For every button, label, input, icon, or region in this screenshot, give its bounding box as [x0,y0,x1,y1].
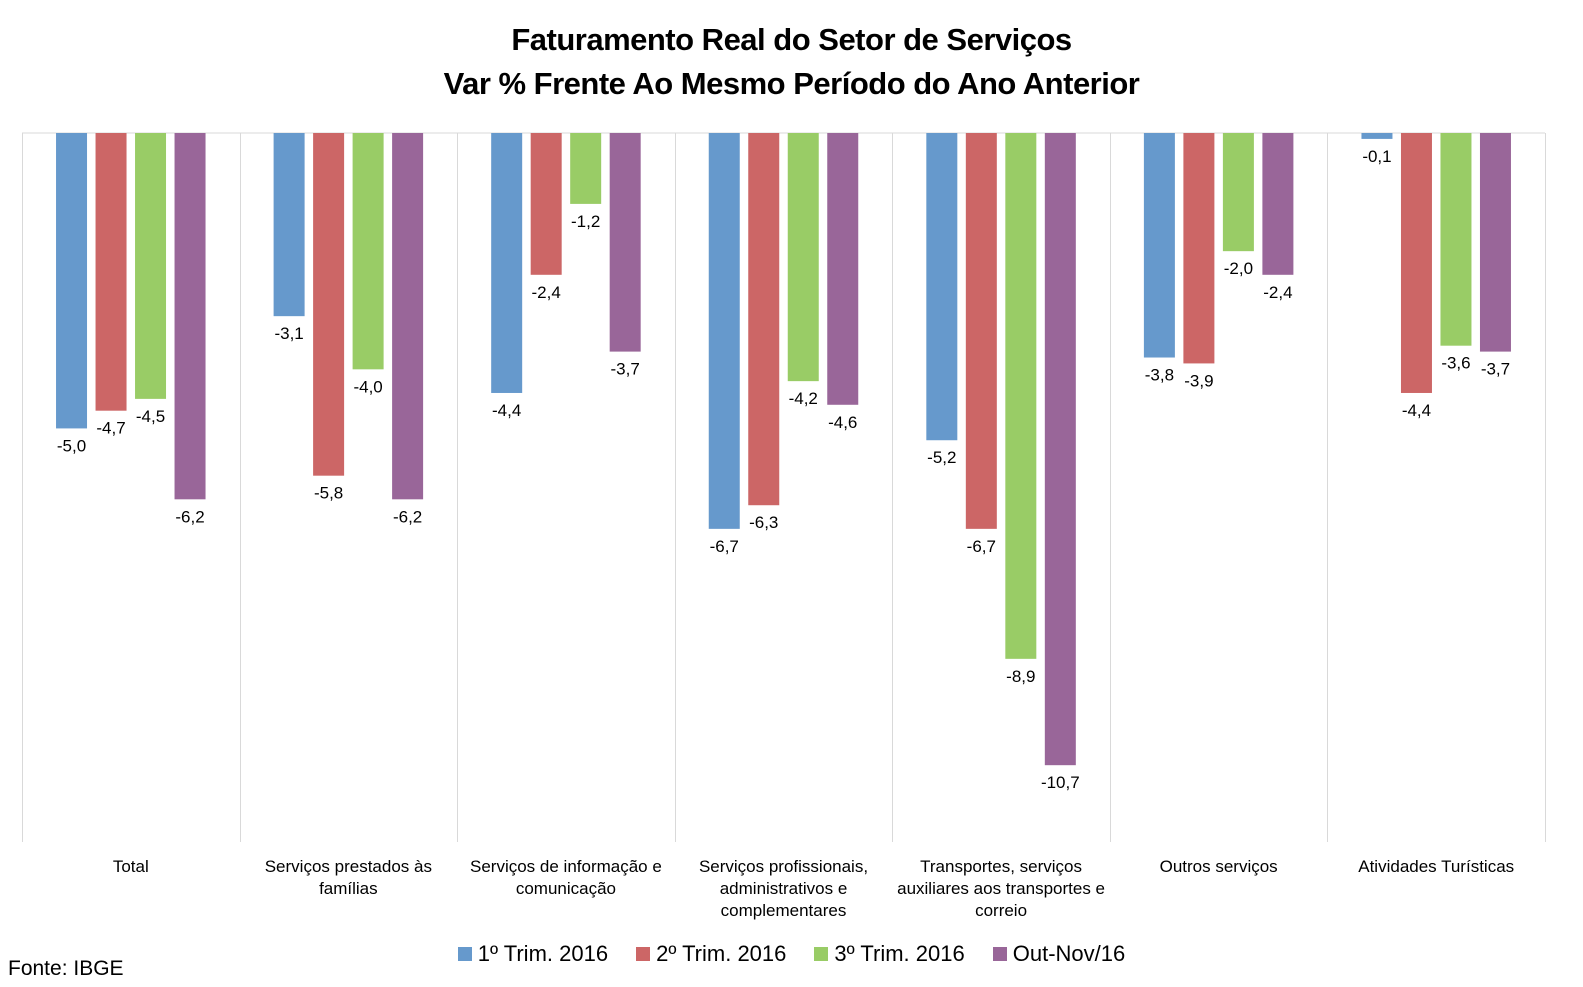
data-label: -6,7 [967,537,996,556]
legend-label: 2º Trim. 2016 [656,941,787,966]
legend-label: 3º Trim. 2016 [834,941,965,966]
legend-item: Out-Nov/16 [992,941,1126,967]
category-label: complementares [721,901,847,920]
bar [530,133,562,275]
bar [1400,133,1432,393]
bar [392,133,424,500]
data-label: -5,8 [314,484,343,503]
data-label: -6,7 [710,537,739,556]
legend-item: 1º Trim. 2016 [457,941,609,967]
legend-item: 2º Trim. 2016 [636,941,786,967]
bar-chart: -5,0 -4,7 -4,5 -6,2 Total -3,1 -5,8 -4,0 -6,2 Ser… [22,132,1546,920]
data-label: -5,2 [927,448,956,467]
bar [313,133,345,476]
category-label: Transportes, serviços [920,857,1082,876]
bar [1479,133,1511,352]
bar [352,133,384,370]
bar [926,133,958,441]
category-label: Serviços profissionais, [699,857,868,876]
source-note: Fonte: IBGE [8,957,124,980]
bar [135,133,167,399]
data-label: -2,0 [1224,259,1253,278]
legend-swatch [814,947,829,961]
data-label: -3,7 [611,360,640,379]
data-label: -4,7 [96,419,125,438]
legend-swatch [457,947,472,961]
category-label: Atividades Turísticas [1358,857,1514,876]
data-label: -4,0 [353,377,382,396]
data-label: -2,4 [1263,283,1292,302]
legend-swatch [992,947,1007,961]
bar [1440,133,1472,346]
bar [827,133,859,405]
legend-label: Out-Nov/16 [1012,941,1126,966]
bar [95,133,127,411]
bar [1143,133,1175,358]
category-label: correio [975,901,1027,920]
data-label: -4,5 [136,407,165,426]
bar [1361,133,1393,139]
data-label: -3,7 [1481,360,1510,379]
chart-legend: 1º Trim. 2016 2º Trim. 2016 3º Trim. 2016 O… [0,941,1583,967]
category-label: auxiliares aos transportes e [897,879,1105,898]
data-label: -4,2 [789,389,818,408]
data-label: -4,4 [492,401,521,420]
bar [1044,133,1076,766]
category-label: Total [113,857,149,876]
bar [570,133,602,204]
legend-label: 1º Trim. 2016 [477,941,609,966]
chart-subtitle: Var % Frente Ao Mesmo Período do Ano Ant… [443,66,1140,101]
bar [1262,133,1294,275]
bar [273,133,305,317]
bar [708,133,740,529]
data-label: -0,1 [1362,147,1391,166]
category-label: administrativos e [720,879,848,898]
data-label: -4,4 [1402,401,1431,420]
category-label: Serviços prestados às [265,857,432,876]
data-label: -10,7 [1041,773,1080,792]
bar [787,133,819,382]
bar [1222,133,1254,252]
data-label: -8,9 [1006,667,1035,686]
category-label: comunicação [516,879,616,898]
bar [748,133,780,506]
data-label: -3,9 [1184,371,1213,390]
bar [174,133,206,500]
legend-item: 3º Trim. 2016 [814,941,965,967]
data-label: -1,2 [571,212,600,231]
bar [56,133,88,429]
bar [491,133,523,393]
bar [1183,133,1215,364]
bar [965,133,997,529]
data-label: -4,6 [828,413,857,432]
bar [609,133,641,352]
data-label: -5,0 [57,436,86,455]
legend-swatch [636,947,651,961]
data-label: -6,2 [175,507,204,526]
data-label: -6,2 [393,507,422,526]
bar [1005,133,1037,659]
data-label: -3,8 [1145,366,1174,385]
data-label: -3,6 [1441,354,1470,373]
category-label: Outros serviços [1160,857,1278,876]
data-label: -3,1 [274,324,303,343]
chart-title: Faturamento Real do Setor de Serviços [511,22,1072,57]
category-label: Serviços de informação e [470,857,662,876]
category-label: famílias [319,879,378,898]
data-label: -6,3 [749,513,778,532]
data-label: -2,4 [532,283,561,302]
